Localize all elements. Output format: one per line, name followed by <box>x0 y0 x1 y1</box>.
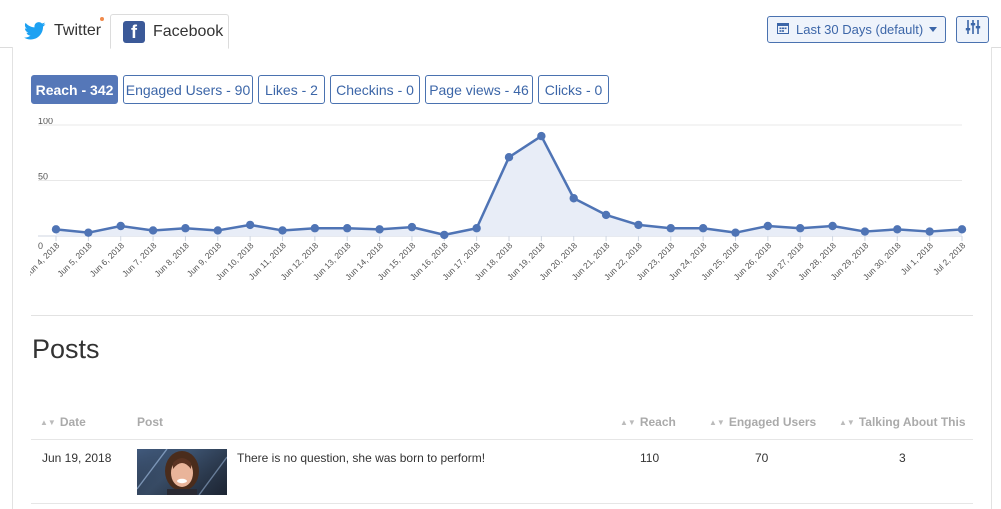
data-point <box>213 226 222 235</box>
sort-icon: ▲▼ <box>40 418 56 428</box>
data-point <box>796 224 805 233</box>
tab-twitter-label: Twitter <box>54 22 102 39</box>
data-point <box>731 228 740 237</box>
column-header-talking-about-this[interactable]: ▲▼ Talking About This <box>839 415 966 429</box>
data-point <box>569 194 578 203</box>
data-point <box>860 227 870 236</box>
metric-clicks-button[interactable]: Clicks - 0 <box>538 75 609 104</box>
facebook-panel <box>12 47 992 509</box>
post-text[interactable]: There is no question, she was born to pe… <box>237 451 486 465</box>
data-point <box>537 131 546 141</box>
y-tick-label: 50 <box>38 172 48 182</box>
y-tick-label: 0 <box>38 241 43 251</box>
data-point <box>763 221 773 231</box>
notification-dot <box>100 17 104 21</box>
data-point <box>310 224 320 233</box>
data-point <box>925 227 934 236</box>
date-range-label: Last 30 Days (default) <box>796 22 924 37</box>
tab-twitter[interactable]: Twitter <box>12 14 108 48</box>
chevron-down-icon <box>929 27 937 32</box>
post-date: Jun 19, 2018 <box>42 451 112 465</box>
twitter-icon <box>24 20 46 42</box>
data-point <box>634 220 643 230</box>
tab-facebook[interactable]: f Facebook <box>110 14 229 49</box>
chart-divider <box>31 315 973 316</box>
data-point <box>698 224 708 233</box>
post-talking-about-this: 3 <box>899 451 906 465</box>
data-point <box>828 221 837 231</box>
metric-checkins-button[interactable]: Checkins - 0 <box>330 75 420 104</box>
data-point <box>666 224 675 233</box>
column-header-date[interactable]: ▲▼ Date <box>40 415 86 429</box>
sort-icon: ▲▼ <box>839 418 855 428</box>
column-header-reach[interactable]: ▲▼ Reach <box>620 415 676 429</box>
data-point <box>957 225 967 234</box>
post-thumbnail[interactable] <box>137 449 227 495</box>
data-point <box>116 221 125 231</box>
data-point <box>245 220 255 230</box>
tab-bar: Twitter f Facebook Last 30 Days (default… <box>0 0 1001 49</box>
data-point <box>375 225 384 234</box>
post-reach: 110 <box>640 451 660 465</box>
posts-title: Posts <box>32 334 100 364</box>
x-tick-label: Jul 2, 2018 <box>931 240 968 277</box>
metric-page-views-button[interactable]: Page views - 46 <box>425 75 533 104</box>
table-header-divider <box>31 439 973 440</box>
data-point <box>51 225 61 234</box>
data-point <box>601 210 611 220</box>
data-point <box>278 226 287 235</box>
column-header-engaged-users[interactable]: ▲▼ Engaged Users <box>709 415 817 429</box>
data-point <box>343 224 352 233</box>
metric-engaged-users-button[interactable]: Engaged Users - 90 <box>123 75 253 104</box>
post-image <box>137 449 227 495</box>
data-point <box>148 226 158 235</box>
data-point <box>472 224 481 233</box>
metric-likes-button[interactable]: Likes - 2 <box>258 75 325 104</box>
tab-facebook-label: Facebook <box>153 22 224 40</box>
y-tick-label: 100 <box>38 118 53 126</box>
data-point <box>84 228 93 237</box>
sort-icon: ▲▼ <box>620 418 636 428</box>
sort-icon: ▲▼ <box>709 418 725 428</box>
data-point <box>504 152 514 162</box>
calendar-icon <box>777 22 789 37</box>
facebook-icon: f <box>123 20 145 43</box>
sliders-icon <box>965 20 981 39</box>
table-row-divider <box>31 503 973 504</box>
series-area <box>56 136 962 236</box>
data-point <box>440 230 449 240</box>
column-header-post: Post <box>137 415 164 429</box>
metric-reach-button[interactable]: Reach - 342 <box>31 75 118 104</box>
data-point <box>407 222 417 232</box>
data-point <box>893 225 902 234</box>
date-range-dropdown[interactable]: Last 30 Days (default) <box>767 16 946 43</box>
x-tick-label: Jul 1, 2018 <box>899 240 936 277</box>
post-engaged-users: 70 <box>755 451 769 465</box>
settings-button[interactable] <box>956 16 989 43</box>
data-point <box>181 224 190 233</box>
